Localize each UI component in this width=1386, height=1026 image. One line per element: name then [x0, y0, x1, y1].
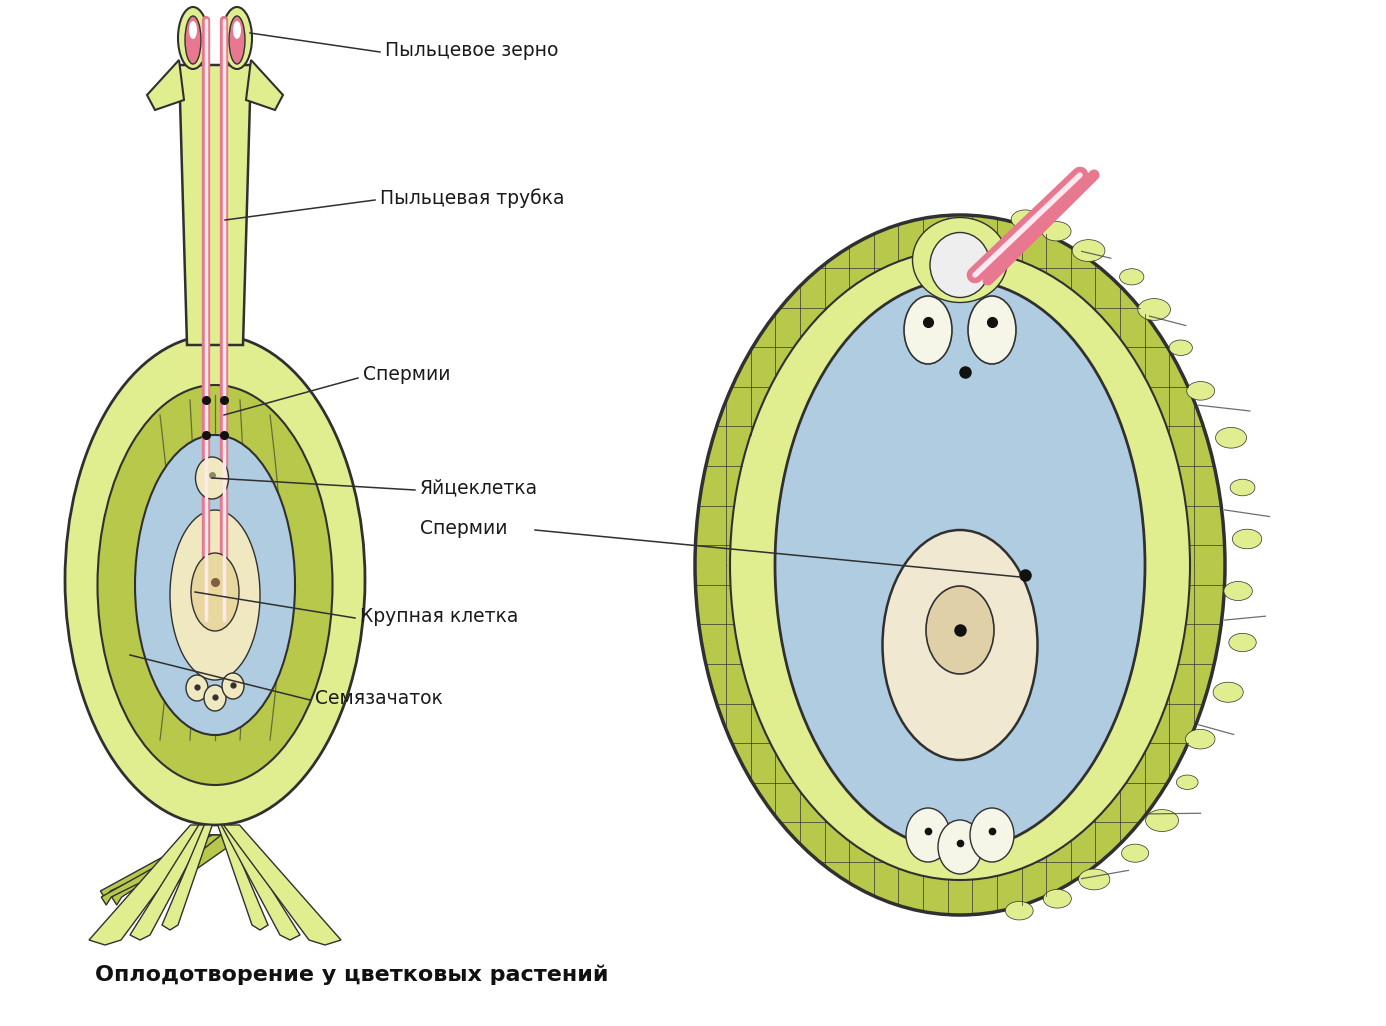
Ellipse shape — [775, 280, 1145, 850]
Polygon shape — [245, 60, 283, 110]
Ellipse shape — [1112, 844, 1137, 862]
Polygon shape — [162, 825, 212, 930]
Ellipse shape — [1167, 774, 1195, 791]
Ellipse shape — [222, 673, 244, 699]
Ellipse shape — [222, 7, 252, 69]
Text: Крупная клетка: Крупная клетка — [360, 606, 518, 626]
Ellipse shape — [1193, 383, 1220, 399]
Ellipse shape — [930, 233, 990, 298]
Text: Яйцеклетка: Яйцеклетка — [420, 478, 538, 498]
Text: Спермии: Спермии — [420, 518, 507, 538]
Ellipse shape — [97, 385, 333, 785]
Ellipse shape — [184, 16, 201, 64]
Ellipse shape — [1006, 902, 1031, 919]
Polygon shape — [130, 835, 245, 917]
Ellipse shape — [204, 685, 226, 711]
Ellipse shape — [938, 820, 983, 874]
Polygon shape — [222, 825, 299, 940]
Ellipse shape — [1040, 887, 1073, 909]
Ellipse shape — [229, 16, 245, 64]
Polygon shape — [218, 825, 267, 930]
Text: Семязачаток: Семязачаток — [315, 688, 444, 708]
Polygon shape — [100, 835, 227, 899]
Ellipse shape — [1213, 428, 1243, 448]
Ellipse shape — [906, 808, 949, 862]
Ellipse shape — [177, 7, 208, 69]
Ellipse shape — [1200, 732, 1224, 747]
Ellipse shape — [1220, 635, 1242, 650]
Ellipse shape — [1168, 341, 1189, 355]
Ellipse shape — [970, 808, 1015, 862]
Ellipse shape — [904, 295, 952, 364]
Ellipse shape — [195, 457, 229, 499]
Ellipse shape — [967, 295, 1016, 364]
Polygon shape — [223, 825, 341, 945]
Polygon shape — [130, 825, 209, 940]
Polygon shape — [89, 825, 207, 945]
Text: Оплодотворение у цветковых растений: Оплодотворение у цветковых растений — [96, 964, 608, 985]
Text: Пыльцевая трубка: Пыльцевая трубка — [380, 188, 564, 208]
Ellipse shape — [1228, 529, 1257, 549]
Ellipse shape — [694, 215, 1225, 915]
Ellipse shape — [1139, 811, 1168, 830]
Polygon shape — [179, 65, 251, 345]
Ellipse shape — [730, 250, 1191, 880]
Ellipse shape — [1109, 268, 1137, 286]
Ellipse shape — [1040, 221, 1073, 242]
Ellipse shape — [1077, 243, 1099, 258]
Ellipse shape — [188, 21, 197, 39]
Polygon shape — [101, 835, 236, 905]
Ellipse shape — [1229, 480, 1253, 496]
Ellipse shape — [997, 209, 1026, 229]
Ellipse shape — [186, 675, 208, 701]
Ellipse shape — [170, 510, 261, 680]
Polygon shape — [112, 835, 218, 905]
Polygon shape — [147, 60, 184, 110]
Ellipse shape — [1077, 870, 1106, 890]
Ellipse shape — [191, 553, 238, 631]
Ellipse shape — [65, 336, 365, 825]
Text: Пыльцевое зерно: Пыльцевое зерно — [385, 40, 559, 60]
Ellipse shape — [1209, 684, 1232, 701]
Ellipse shape — [883, 530, 1038, 760]
Text: Спермии: Спермии — [363, 365, 450, 385]
Ellipse shape — [1143, 301, 1171, 318]
Ellipse shape — [233, 21, 241, 39]
Polygon shape — [151, 835, 209, 917]
Ellipse shape — [926, 586, 994, 674]
Ellipse shape — [1225, 581, 1256, 601]
Ellipse shape — [912, 218, 1008, 303]
Ellipse shape — [134, 435, 295, 735]
